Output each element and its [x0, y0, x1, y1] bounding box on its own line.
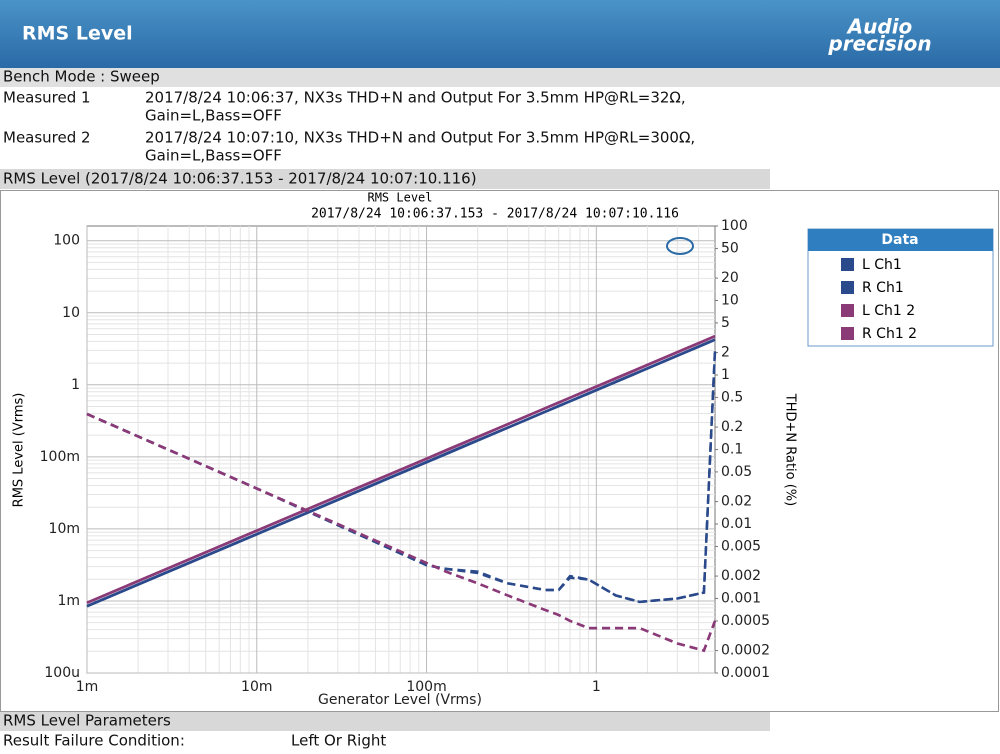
y2-tick-label: 0.05	[721, 464, 752, 480]
y-tick-label: 10m	[49, 521, 80, 537]
params-title: RMS Level Parameters	[3, 712, 171, 730]
y2-tick-label: 2	[721, 345, 730, 361]
x-tick-label: 100m	[406, 679, 446, 695]
y-tick-label: 100m	[40, 449, 80, 465]
y-tick-label: 1	[71, 377, 80, 393]
x-axis-label: Generator Level (Vrms)	[318, 692, 482, 708]
legend-label: R Ch1 2	[862, 326, 917, 342]
x-tick-label: 10m	[241, 679, 272, 695]
y2-tick-label: 0.001	[721, 591, 761, 607]
section-bar	[0, 169, 770, 189]
section-title: RMS Level (2017/8/24 10:06:37.153 - 2017…	[3, 170, 477, 188]
y2-tick-label: 20	[721, 270, 739, 286]
y2-tick-label: 1	[721, 367, 730, 383]
legend-swatch	[841, 281, 854, 294]
legend-label: R Ch1	[862, 280, 904, 296]
y2-tick-label: 0.0001	[721, 665, 770, 681]
measured-text: 2017/8/24 10:07:10, NX3s THD+N and Outpu…	[145, 129, 695, 147]
chart: 1m 10m 100m 1100u1m10m100m11010010050201052…	[12, 191, 994, 708]
y2-tick-label: 0.005	[721, 538, 761, 554]
y-axis-label: RMS Level (Vrms)	[12, 393, 27, 508]
measured-label: Measured 2	[3, 129, 91, 147]
y-tick-label: 1m	[57, 593, 80, 609]
y2-tick-label: 5	[721, 315, 730, 331]
param-value: Left Or Right	[291, 732, 386, 750]
rms-line	[86, 335, 716, 605]
params-bar	[0, 712, 770, 731]
legend-label: L Ch1 2	[862, 303, 915, 319]
chart-title: RMS Level	[367, 191, 432, 205]
measured-label: Measured 1	[3, 89, 91, 107]
rms-line	[86, 338, 716, 608]
measured-text: Gain=L,Bass=OFF	[145, 147, 282, 165]
y2-axis-label: THD+N Ratio (%)	[783, 393, 798, 506]
legend-label: L Ch1	[862, 257, 902, 273]
y-tick-label: 100	[53, 233, 80, 249]
chart-subtitle: 2017/8/24 10:06:37.153 - 2017/8/24 10:07…	[311, 207, 679, 222]
y2-tick-label: 0.01	[721, 516, 752, 532]
y2-tick-label: 0.0005	[721, 613, 770, 629]
ap-badge	[666, 237, 694, 255]
x-tick-label: 1	[592, 679, 601, 695]
y2-tick-label: 0.2	[721, 419, 743, 435]
y2-tick-label: 0.0002	[721, 643, 770, 659]
thd-line	[86, 412, 717, 653]
y2-tick-label: 0.02	[721, 494, 752, 510]
legend-header	[808, 229, 993, 251]
logo: Audio	[846, 15, 913, 39]
y2-tick-label: 10	[721, 293, 739, 309]
y-tick-label: 100u	[44, 665, 80, 681]
bench-mode: Bench Mode : Sweep	[3, 68, 160, 86]
legend-swatch	[841, 258, 854, 271]
y-tick-label: 10	[62, 305, 80, 321]
header-bar	[0, 0, 1000, 68]
x-tick-label: 1m	[76, 679, 99, 695]
measured-text: 2017/8/24 10:06:37, NX3s THD+N and Outpu…	[145, 89, 686, 107]
legend-title: Data	[881, 232, 918, 248]
y2-tick-label: 0.002	[721, 568, 761, 584]
y2-tick-label: 0.1	[721, 442, 743, 458]
y2-tick-label: 100	[721, 218, 748, 234]
measured-text: Gain=L,Bass=OFF	[145, 107, 282, 125]
bench-bar	[0, 68, 1000, 87]
plot-area	[86, 225, 716, 674]
y2-tick-label: 50	[721, 240, 739, 256]
legend-swatch	[841, 327, 854, 340]
y2-tick-label: 0.5	[721, 389, 743, 405]
logo: precision	[827, 32, 931, 56]
param-label: Result Failure Condition:	[3, 732, 185, 750]
header-title: RMS Level	[22, 23, 133, 45]
legend-swatch	[841, 304, 854, 317]
